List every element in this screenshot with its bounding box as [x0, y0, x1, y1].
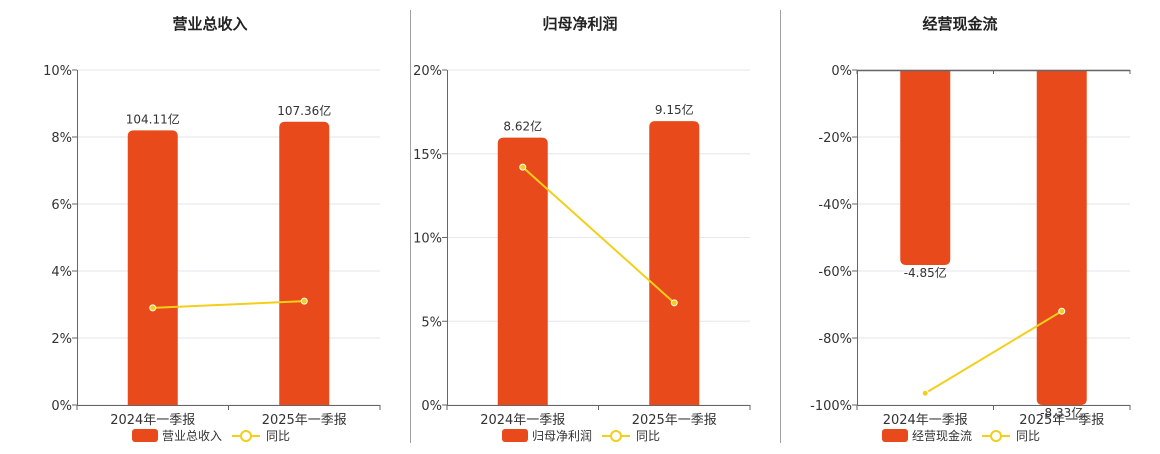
y-tick-label: 0% [421, 399, 442, 414]
y-tick-label: -20% [818, 131, 852, 146]
bar-data-label: -4.85亿 [904, 265, 947, 280]
legend-line-marker [990, 430, 1002, 442]
bar-data-label: 8.62亿 [503, 119, 542, 134]
legend-line-marker [610, 430, 622, 442]
yoy-point [149, 304, 157, 312]
chart-title: 营业总收入 [172, 15, 247, 33]
yoy-line [522, 166, 675, 304]
x-tick-label: 2025年一季报 [262, 413, 347, 428]
y-tick-label: 10% [413, 232, 442, 247]
yoy-point [921, 389, 929, 397]
y-tick-label: -60% [818, 265, 852, 280]
bar [279, 121, 330, 405]
y-tick-label: 0% [831, 64, 852, 79]
legend-bar-label: 营业总收入 [162, 429, 222, 443]
bar-data-label: 107.36亿 [277, 103, 331, 118]
bar-data-label: 9.15亿 [655, 102, 694, 117]
x-tick-label: 2024年一季报 [110, 413, 195, 428]
x-tick-label: 2024年一季报 [883, 413, 968, 428]
legend-line-marker [240, 430, 252, 442]
y-tick-label: 6% [51, 198, 72, 213]
bar [1036, 70, 1087, 405]
y-tick-label: -80% [818, 332, 852, 347]
legend-line-label: 同比 [1016, 429, 1040, 443]
bar-data-label: 104.11亿 [126, 111, 180, 126]
y-tick-label: -100% [810, 399, 852, 414]
chart-title: 归母净利润 [542, 15, 617, 33]
y-tick-label: 4% [51, 265, 72, 280]
y-tick-label: -40% [818, 198, 852, 213]
bar [900, 70, 951, 266]
yoy-point [1058, 307, 1066, 315]
bar [497, 137, 548, 406]
chart-panel-3: 经营现金流 -100% -80% -60% -40% -20% 0% -4.85亿 -8.33亿… [810, 15, 1131, 443]
chart-panel-1: 营业总收入 0% 2% 4% 6% 8% 10% 104.11亿 107.36亿 2024年一季报… [43, 15, 381, 443]
x-tick-label: 2025年一季报 [632, 413, 717, 428]
y-tick-label: 20% [413, 64, 442, 79]
y-tick-label: 2% [51, 332, 72, 347]
chart-panel-2: 归母净利润 0% 5% 10% 15% 20% 8.62亿 9.15亿 2024年一季报 2025… [413, 15, 751, 443]
y-tick-label: 5% [421, 315, 442, 330]
bar [127, 130, 178, 405]
legend-bar-swatch [502, 429, 528, 442]
y-tick-label: 10% [43, 64, 72, 79]
legend-line-label: 同比 [636, 429, 660, 443]
y-tick-label: 15% [413, 148, 442, 163]
legend-bar-swatch [882, 429, 908, 442]
legend-line-label: 同比 [266, 429, 290, 443]
yoy-point [300, 297, 308, 305]
y-tick-label: 0% [51, 399, 72, 414]
chart-title: 经营现金流 [922, 15, 997, 33]
legend-bar-swatch [132, 429, 158, 442]
bar-data-label: -8.33亿 [1040, 405, 1083, 420]
x-tick-label: 2025年一季报 [1019, 413, 1104, 428]
legend-bar-label: 归母净利润 [532, 429, 592, 443]
yoy-line [152, 300, 305, 309]
yoy-line [924, 310, 1063, 395]
legend-bar-label: 经营现金流 [912, 428, 972, 443]
yoy-point [670, 299, 678, 307]
y-tick-label: 8% [51, 131, 72, 146]
bar [649, 121, 700, 406]
yoy-point [519, 163, 527, 171]
x-tick-label: 2024年一季报 [480, 413, 565, 428]
